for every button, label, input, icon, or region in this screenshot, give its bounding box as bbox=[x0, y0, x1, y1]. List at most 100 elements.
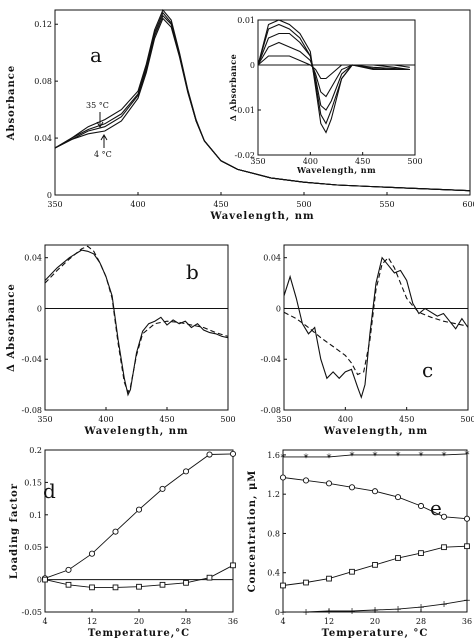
x-axis-label: Wavelength, nm bbox=[296, 165, 376, 175]
y-tick-label: -0.08 bbox=[260, 406, 281, 415]
data-point-circle bbox=[135, 506, 143, 513]
data-point-square bbox=[89, 584, 95, 591]
x-tick-label: 36 bbox=[228, 617, 238, 626]
data-point-star: * bbox=[465, 450, 470, 461]
data-point-square bbox=[372, 562, 378, 568]
data-point-plus: + bbox=[325, 607, 333, 617]
x-tick-label: 4 bbox=[280, 617, 285, 626]
panel-label-d: d bbox=[43, 479, 56, 503]
panel-label-a: a bbox=[90, 43, 102, 67]
x-tick-label: 350 bbox=[276, 415, 291, 424]
y-tick-label: -0.05 bbox=[21, 608, 42, 617]
x-tick-label: 450 bbox=[159, 415, 174, 424]
annotation-4c: 4 °C bbox=[94, 150, 112, 159]
y-tick-label: 0 bbox=[47, 191, 52, 200]
y-tick-label: 0.1 bbox=[29, 511, 42, 520]
data-point-circle bbox=[182, 468, 190, 475]
y-tick-label: 0 bbox=[37, 576, 42, 585]
data-point-square bbox=[464, 543, 470, 550]
data-point-square bbox=[326, 575, 332, 582]
y-tick-label: 0.01 bbox=[237, 16, 255, 25]
y-tick-label: 0 bbox=[276, 304, 281, 313]
y-tick-label: 0.04 bbox=[263, 254, 281, 263]
panel-e: 4 12 20 28 36 0 0.4 0.8 1.2 1.6 Temperature, °C Con… bbox=[247, 449, 472, 639]
series-line-c-1 bbox=[283, 256, 469, 400]
y-tick-label: -0.02 bbox=[234, 151, 255, 160]
data-point-circle bbox=[88, 550, 96, 557]
panel-c: 350 400 450 500 0.04 0 -0.04 -0.08 Wavelength, n… bbox=[260, 244, 474, 437]
x-tick-label: 400 bbox=[130, 200, 145, 209]
y-axis-label: Loading factor bbox=[9, 483, 20, 579]
x-tick-label: 400 bbox=[303, 157, 318, 166]
panel-d: 4 12 20 28 36 0.2 0.15 0.1 0.05 0 -0.05 Temperature… bbox=[9, 446, 238, 639]
data-point-star: * bbox=[350, 451, 355, 462]
series-line-a-inset-5 bbox=[257, 19, 410, 134]
x-axis-label: Wavelength, nm bbox=[209, 211, 314, 222]
x-tick-label: 600 bbox=[462, 200, 474, 209]
data-point-circle bbox=[371, 488, 379, 495]
panel-a: 350 400 450 500 550 600 0 0.04 0.08 0.12 Wavelengt… bbox=[6, 8, 474, 222]
x-tick-label: 450 bbox=[355, 157, 370, 166]
series-line-c-2 bbox=[283, 256, 469, 376]
series-line-a-inset-3 bbox=[257, 32, 410, 111]
x-tick-label: 36 bbox=[462, 617, 472, 626]
y-tick-label: -0.04 bbox=[21, 355, 42, 364]
x-axis-label: Wavelength, nm bbox=[323, 426, 428, 437]
x-tick-label: 500 bbox=[296, 200, 311, 209]
data-point-star: * bbox=[419, 451, 424, 462]
data-point-circle bbox=[394, 494, 402, 501]
data-point-plus: + bbox=[302, 608, 310, 618]
series-line-e-1 bbox=[283, 453, 468, 458]
x-tick-label: 20 bbox=[370, 617, 380, 626]
x-tick-label: 4 bbox=[42, 617, 47, 626]
plot-frame-a bbox=[54, 9, 471, 196]
x-tick-label: 12 bbox=[87, 617, 97, 626]
data-point-square bbox=[230, 562, 236, 569]
panel-label-b: b bbox=[186, 260, 199, 284]
x-axis-label: Temperature,°C bbox=[88, 628, 190, 639]
data-point-circle bbox=[112, 528, 119, 535]
x-tick-label: 500 bbox=[460, 415, 474, 424]
data-point-square bbox=[395, 555, 401, 561]
data-point-square bbox=[65, 581, 72, 588]
data-point-square bbox=[42, 576, 48, 583]
series-line-a-inset-4 bbox=[257, 23, 410, 125]
y-tick-label: 0.12 bbox=[34, 20, 52, 29]
x-tick-label: 550 bbox=[379, 200, 394, 209]
data-point-plus: + bbox=[371, 606, 379, 616]
panel-label-c: c bbox=[422, 358, 433, 382]
data-point-circle bbox=[348, 484, 356, 491]
x-tick-label: 28 bbox=[181, 617, 191, 626]
panel-label-e: e bbox=[430, 496, 442, 520]
y-tick-label: 0 bbox=[37, 304, 42, 313]
data-point-star: * bbox=[373, 451, 378, 462]
y-tick-label: 0.4 bbox=[267, 569, 280, 578]
series-line-d-1 bbox=[44, 453, 234, 579]
data-point-circle bbox=[417, 502, 425, 510]
x-tick-label: 350 bbox=[47, 200, 62, 209]
data-point-circle bbox=[279, 474, 287, 481]
data-point-star: * bbox=[442, 451, 447, 462]
annotation-35c: 35 °C bbox=[86, 101, 109, 110]
x-tick-label: 450 bbox=[213, 200, 228, 209]
x-tick-label: 12 bbox=[324, 617, 334, 626]
arrowhead-35c bbox=[96, 121, 104, 128]
series-line-a-4 bbox=[54, 8, 471, 192]
data-point-star: * bbox=[327, 453, 332, 464]
y-tick-label: 0 bbox=[275, 608, 280, 617]
data-point-square bbox=[183, 579, 189, 586]
x-tick-label: 350 bbox=[250, 157, 265, 166]
y-axis-label: Δ Absorbance bbox=[228, 54, 238, 121]
data-point-square bbox=[136, 583, 142, 590]
data-point-plus: + bbox=[463, 596, 471, 606]
x-tick-label: 20 bbox=[134, 617, 144, 626]
data-point-square bbox=[441, 544, 447, 551]
data-point-circle bbox=[325, 480, 333, 487]
data-point-plus: + bbox=[348, 607, 356, 617]
data-point-square bbox=[112, 584, 119, 591]
data-point-circle bbox=[206, 451, 213, 458]
plot-frame-c bbox=[283, 244, 469, 411]
data-point-star: * bbox=[281, 453, 286, 464]
data-point-plus: + bbox=[417, 603, 425, 613]
